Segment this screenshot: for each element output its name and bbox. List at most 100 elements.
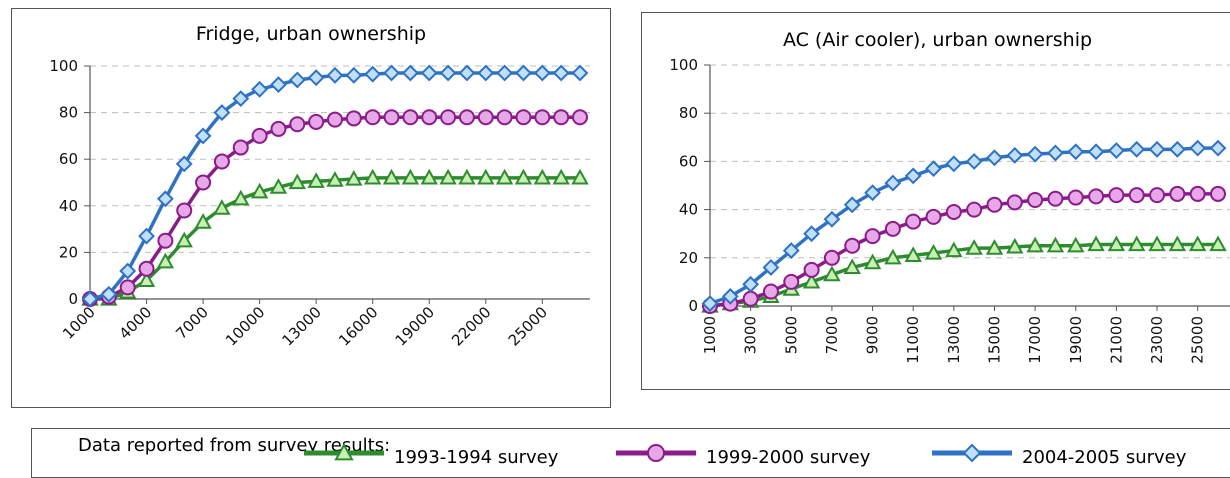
data-point: [783, 273, 800, 290]
ac-chart: 0 20 40 60 80 100 1000 3000 5000 7000 9000 11000 130…: [669, 56, 1230, 364]
data-point: [495, 168, 514, 185]
legend-swatch-diamond: [932, 443, 1012, 463]
data-point: [533, 168, 552, 185]
x-tick-label: 25000: [505, 303, 551, 349]
data-point: [137, 271, 156, 287]
data-point: [571, 64, 589, 82]
data-point: [363, 168, 382, 185]
data-point: [1087, 143, 1105, 161]
data-point: [250, 182, 269, 199]
data-point: [843, 258, 861, 275]
data-point: [823, 265, 841, 282]
data-point: [270, 76, 287, 94]
data-point: [194, 213, 212, 229]
data-point: [884, 174, 902, 192]
fridge-chart: 0 20 40 60 80 100 1000 4000 7000 10000 13000 16000 1…: [49, 57, 590, 350]
data-point: [802, 272, 821, 289]
data-point: [1026, 236, 1044, 253]
data-point: [1006, 194, 1023, 211]
data-point: [515, 64, 532, 82]
x-tick-label: 11000: [904, 316, 922, 364]
x-tick-label: 7000: [172, 303, 212, 343]
data-point: [515, 109, 532, 126]
chart-title: AC (Air cooler), urban ownership: [782, 29, 1093, 51]
legend-swatch-triangle: [304, 442, 384, 461]
data-point: [904, 167, 922, 185]
data-point: [1188, 235, 1207, 252]
y-tick-label: 60: [59, 150, 78, 168]
legend-marker: [647, 444, 665, 462]
data-point: [701, 295, 719, 313]
x-tick-label: 3000: [742, 316, 760, 354]
data-point: [440, 109, 457, 126]
data-point: [1067, 236, 1085, 253]
data-point: [843, 196, 861, 214]
data-point: [945, 241, 963, 258]
data-point: [1149, 187, 1166, 204]
data-point: [176, 202, 193, 219]
data-point: [572, 109, 588, 126]
data-point: [308, 113, 325, 130]
data-point: [383, 64, 400, 82]
data-point: [864, 228, 881, 245]
data-point: [477, 109, 494, 126]
x-tick-label: 22000: [448, 303, 494, 349]
data-point: [986, 196, 1003, 213]
x-tick-label: 7000: [823, 316, 841, 354]
data-point: [1210, 185, 1226, 202]
data-point: [213, 104, 231, 122]
data-point: [742, 275, 760, 293]
data-point: [884, 248, 902, 265]
data-point: [251, 127, 268, 144]
data-point: [288, 173, 307, 190]
data-point: [364, 109, 381, 126]
data-point: [458, 64, 476, 82]
legend-swatch-circle: [616, 444, 696, 462]
data-point: [345, 169, 363, 186]
data-point: [439, 168, 457, 185]
data-point: [1107, 235, 1126, 252]
x-tick-label: 1000: [701, 316, 719, 354]
x-tick-label: 4000: [116, 303, 156, 343]
data-point: [119, 279, 136, 296]
x-tick-label: 23000: [1148, 316, 1166, 364]
series-markers: [702, 185, 1226, 314]
data-point: [401, 64, 419, 82]
data-point: [904, 246, 922, 262]
data-point: [1087, 235, 1105, 252]
data-point: [402, 109, 419, 126]
data-point: [175, 155, 193, 173]
x-tick-label: 21000: [1107, 316, 1125, 364]
data-point: [1067, 143, 1085, 161]
data-point: [721, 287, 739, 305]
x-tick-label: 9000: [864, 316, 882, 354]
legend-label: 1993-1994 survey: [394, 447, 559, 468]
data-point: [213, 153, 230, 170]
data-point: [1168, 235, 1187, 252]
data-point: [345, 66, 363, 84]
data-point: [157, 232, 174, 249]
legend-marker: [962, 443, 982, 463]
data-point: [884, 220, 901, 237]
data-point: [844, 237, 861, 254]
series-line: [89, 115, 580, 301]
data-point: [401, 168, 420, 185]
data-point: [925, 160, 942, 178]
y-tick-label: 80: [59, 104, 78, 122]
data-point: [905, 213, 922, 230]
data-point: [327, 111, 343, 128]
data-point: [1026, 145, 1044, 163]
data-point: [965, 239, 983, 255]
data-point: [420, 64, 438, 82]
data-point: [138, 227, 155, 245]
data-point: [477, 64, 495, 82]
x-tick-label: 13000: [279, 303, 325, 349]
y-tick-label: 80: [679, 104, 698, 122]
data-point: [420, 168, 438, 185]
chart-panel-fridge: Fridge, urban ownership 0 20 40 60 80 100 1000…: [11, 8, 611, 408]
data-point: [383, 109, 400, 126]
data-point: [1027, 191, 1044, 208]
data-point: [269, 178, 288, 194]
data-point: [1169, 185, 1186, 202]
legend-label: 1999-2000 survey: [706, 447, 871, 468]
